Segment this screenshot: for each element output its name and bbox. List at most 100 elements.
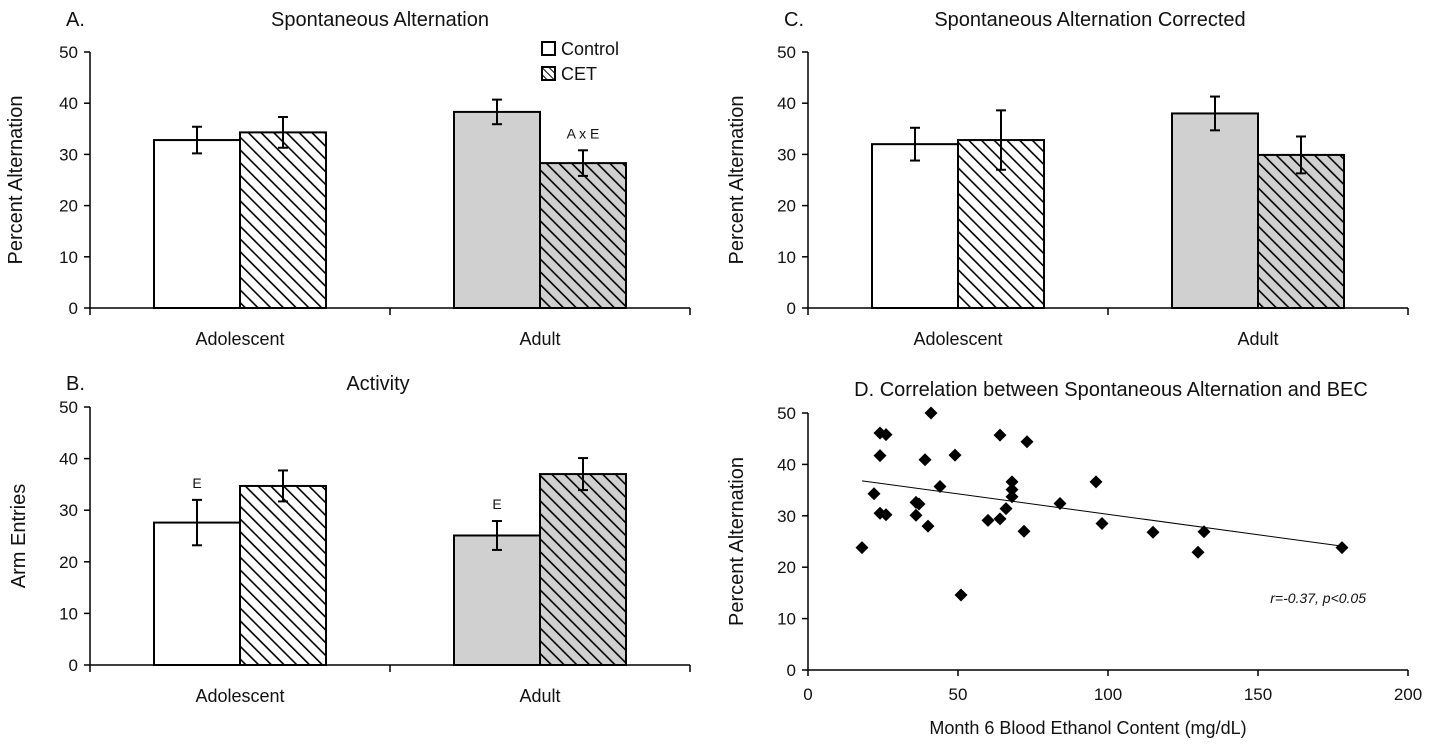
category-label: Adult (519, 686, 560, 706)
scatter-point (981, 513, 995, 527)
bar-fill (454, 535, 540, 665)
y-tick-label: 0 (787, 661, 796, 680)
y-tick-label: 50 (777, 43, 796, 62)
scatter-point (1053, 496, 1067, 510)
y-tick-label: 20 (59, 197, 78, 216)
scatter-point (921, 519, 935, 533)
panel-title: Spontaneous Alternation Corrected (934, 9, 1245, 31)
scatter-point (918, 453, 932, 467)
x-tick-label: 200 (1394, 685, 1422, 704)
panel-d: D. Correlation between Spontaneous Alter… (726, 379, 1422, 738)
scatter-point (999, 502, 1013, 516)
category-label: Adolescent (913, 329, 1002, 349)
bar-fill (1172, 113, 1258, 308)
bar-hatch (540, 163, 626, 308)
bar-hatch (240, 132, 326, 308)
y-tick-label: 20 (777, 558, 796, 577)
y-tick-label: 50 (59, 398, 78, 417)
scatter-point (1005, 490, 1019, 504)
y-tick-label: 0 (787, 299, 796, 318)
y-tick-label: 40 (777, 94, 796, 113)
category-label: Adult (519, 329, 560, 349)
y-axis-label: Percent Alternation (726, 96, 748, 265)
scatter-point (879, 508, 893, 522)
scatter-point (912, 497, 926, 511)
bar-hatch (240, 485, 326, 665)
y-tick-label: 30 (777, 507, 796, 526)
bar-fill (154, 522, 240, 665)
scatter-point (1020, 435, 1034, 449)
scatter-point (1005, 475, 1019, 489)
significance-annotation: A x E (567, 125, 600, 141)
bar-fill (872, 144, 958, 308)
y-tick-label: 40 (59, 450, 78, 469)
scatter-point (993, 512, 1007, 526)
scatter-point (1017, 524, 1031, 538)
panel-a: A. Spontaneous Alternation Percent Alterna… (5, 9, 691, 349)
y-tick-label: 50 (777, 404, 796, 423)
y-axis-label: Percent Alternation (726, 457, 748, 626)
y-tick-label: 10 (777, 248, 796, 267)
panel-letter: B. (66, 373, 85, 395)
significance-annotation: E (192, 475, 201, 491)
category-label: Adolescent (195, 329, 284, 349)
x-tick-label: 50 (949, 685, 968, 704)
correlation-stat: r=-0.37, p<0.05 (1270, 590, 1366, 606)
scatter-point (933, 480, 947, 494)
y-tick-label: 40 (777, 455, 796, 474)
x-tick-label: 150 (1244, 685, 1272, 704)
y-tick-label: 10 (777, 610, 796, 629)
y-tick-label: 50 (59, 43, 78, 62)
panel-title: Spontaneous Alternation (271, 9, 489, 31)
y-tick-label: 30 (59, 145, 78, 164)
panel-letter: A. (66, 9, 85, 31)
y-tick-label: 30 (59, 501, 78, 520)
scatter-point (1197, 525, 1211, 539)
scatter-point (1095, 517, 1109, 531)
x-axis-label: Month 6 Blood Ethanol Content (mg/dL) (929, 718, 1246, 738)
y-axis-label: Arm Entries (8, 484, 30, 588)
scatter-point (1335, 541, 1349, 555)
scatter-point (954, 588, 968, 602)
scatter-point (873, 449, 887, 463)
bar-hatch (540, 474, 626, 665)
scatter-point (1005, 483, 1019, 497)
scatter-point (993, 428, 1007, 442)
scatter-point (1191, 545, 1205, 559)
x-tick-label: 0 (803, 685, 812, 704)
bar-hatch (1258, 154, 1344, 308)
scatter-point (909, 508, 923, 522)
scatter-point (1146, 525, 1160, 539)
legend-label-cet: CET (561, 64, 597, 84)
legend-swatch-control (541, 41, 556, 56)
scatter-point (1089, 475, 1103, 489)
bar-fill (154, 140, 240, 308)
panel-title: D. Correlation between Spontaneous Alter… (854, 379, 1368, 401)
chart-panels: A. Spontaneous Alternation Percent Alterna… (5, 9, 1422, 738)
significance-annotation: E (492, 496, 501, 512)
legend-label-control: Control (561, 39, 619, 59)
scatter-point (879, 428, 893, 442)
scatter-point (867, 487, 881, 501)
panel-b: B. Activity Arm Entries 0 10 20 30 40 50 Adolesce… (8, 373, 691, 706)
scatter-point (948, 448, 962, 462)
y-tick-label: 40 (59, 94, 78, 113)
category-label: Adult (1237, 329, 1278, 349)
scatter-point (855, 541, 869, 555)
y-tick-label: 30 (777, 145, 796, 164)
y-axis-label: Percent Alternation (5, 96, 27, 265)
y-tick-label: 10 (59, 248, 78, 267)
scatter-point (924, 406, 938, 420)
legend: Control CET (541, 39, 619, 84)
panel-title: Activity (346, 373, 409, 395)
y-tick-label: 0 (69, 656, 78, 675)
y-tick-label: 10 (59, 604, 78, 623)
legend-swatch-cet (541, 66, 556, 81)
y-tick-label: 20 (59, 553, 78, 572)
y-tick-label: 20 (777, 197, 796, 216)
category-label: Adolescent (195, 686, 284, 706)
panel-c: C. Spontaneous Alternation Corrected Perce… (726, 9, 1409, 349)
trend-line (861, 480, 1343, 547)
